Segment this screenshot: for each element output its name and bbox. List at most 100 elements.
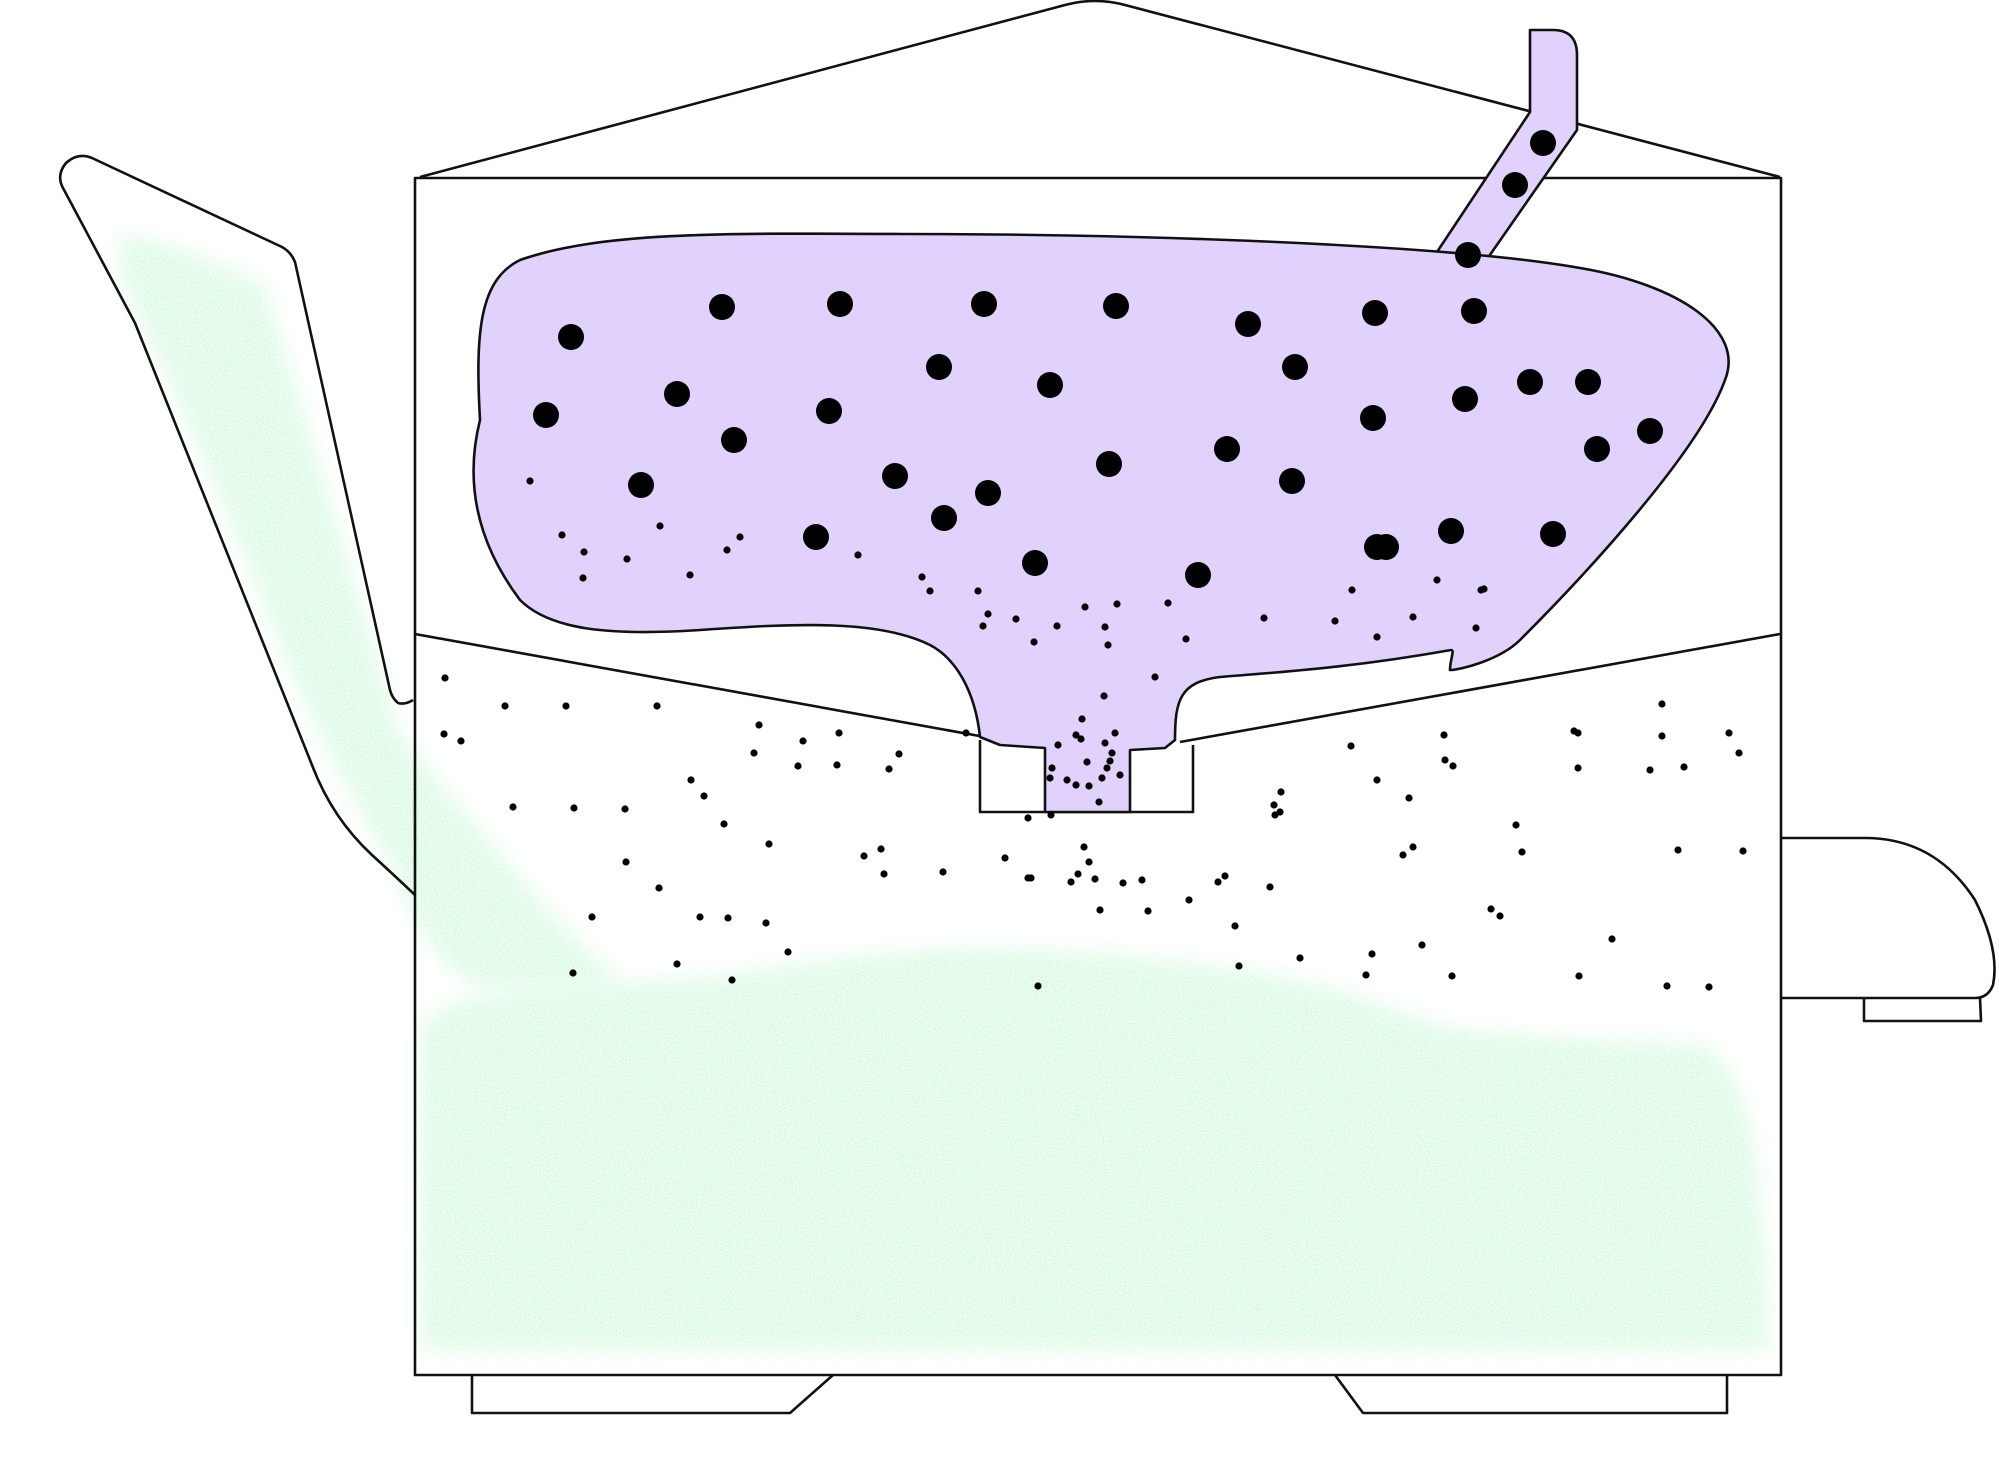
- fine-particle-8: [723, 546, 731, 554]
- tea-leaf-7: [1362, 300, 1388, 326]
- fine-particle-140: [1108, 749, 1116, 757]
- fine-particle-93: [1074, 870, 1082, 878]
- tea-leaf-33: [1022, 550, 1048, 576]
- handle-outline: [1781, 836, 1996, 1000]
- fine-particle-59: [1024, 814, 1032, 822]
- fine-particle-99: [1080, 843, 1088, 851]
- fine-particle-28: [1348, 586, 1356, 594]
- fine-tea-particles: [440, 477, 1747, 991]
- tea-leaf-4: [971, 291, 997, 317]
- fine-particle-68: [1658, 700, 1666, 708]
- fine-particle-88: [762, 919, 770, 927]
- fine-particle-74: [1725, 729, 1733, 737]
- tea-leaf-8: [1461, 298, 1487, 324]
- fine-particle-129: [1221, 872, 1229, 880]
- fine-particle-86: [696, 913, 704, 921]
- fine-particle-118: [1608, 935, 1616, 943]
- spout: [58, 154, 416, 896]
- fine-particle-114: [1512, 821, 1520, 829]
- fine-particle-42: [799, 737, 807, 745]
- fine-particle-52: [1101, 739, 1109, 747]
- fine-particle-36: [501, 702, 509, 710]
- base-feet: [470, 1374, 1729, 1415]
- fine-particle-98: [1067, 878, 1075, 886]
- tea-liquid-in-spout: [118, 235, 620, 990]
- fine-particle-51: [1077, 735, 1085, 743]
- fine-particle-87: [724, 914, 732, 922]
- fine-particle-128: [1362, 971, 1370, 979]
- tea-liquid-body: [420, 947, 1770, 1350]
- tea-leaf-24: [816, 398, 842, 424]
- fine-particle-75: [1276, 808, 1284, 816]
- tea-leaf-15: [1037, 372, 1063, 398]
- fine-particle-55: [1116, 771, 1124, 779]
- fine-particle-50: [1046, 774, 1054, 782]
- fine-particle-20: [1104, 641, 1112, 649]
- fine-particle-24: [1164, 599, 1172, 607]
- fine-particle-31: [1433, 576, 1441, 584]
- fine-particle-49: [962, 729, 970, 737]
- fine-particle-39: [457, 737, 465, 745]
- tea-leaf-28: [1214, 436, 1240, 462]
- fine-particle-44: [833, 761, 841, 769]
- fine-particle-144: [1100, 692, 1108, 700]
- fine-particle-10: [854, 551, 862, 559]
- fine-particle-85: [655, 884, 663, 892]
- fine-particle-110: [1441, 756, 1449, 764]
- infuser-basket: [472, 232, 1730, 814]
- fine-particle-131: [1034, 982, 1042, 990]
- tea-leaf-21: [1637, 418, 1663, 444]
- tea-leaf-16: [1282, 354, 1308, 380]
- fine-particle-23: [1151, 673, 1159, 681]
- fine-particle-104: [1144, 907, 1152, 915]
- fine-particle-138: [1098, 774, 1106, 782]
- fine-particle-69: [1658, 732, 1666, 740]
- fine-particle-116: [1487, 905, 1495, 913]
- funnel-wall-left: [414, 632, 986, 739]
- brewed-tea-liquid: [118, 235, 1770, 1350]
- handle-tab: [1862, 997, 1983, 1023]
- fine-particle-80: [700, 792, 708, 800]
- tea-leaf-6: [1235, 311, 1261, 337]
- tea-leaf-11: [1455, 242, 1481, 268]
- tea-leaf-14: [926, 354, 952, 380]
- tea-leaf-38: [1373, 534, 1399, 560]
- fine-particle-77: [509, 803, 517, 811]
- fine-particle-107: [1266, 883, 1274, 891]
- fine-particle-4: [579, 574, 587, 582]
- fine-particle-97: [1027, 874, 1035, 882]
- fine-particle-19: [1081, 603, 1089, 611]
- fine-particle-64: [1440, 731, 1448, 739]
- tea-leaf-5: [1103, 293, 1129, 319]
- tea-leaf-25: [882, 463, 908, 489]
- tea-leaf-10: [1502, 172, 1528, 198]
- tea-leaf-12: [533, 402, 559, 428]
- fine-particle-111: [1409, 843, 1417, 851]
- fine-particle-45: [750, 749, 758, 757]
- tea-leaf-32: [803, 524, 829, 550]
- tea-leaf-30: [628, 472, 654, 498]
- fine-particle-9: [736, 533, 744, 541]
- fine-particle-32: [1472, 624, 1480, 632]
- fine-particle-2: [558, 531, 566, 539]
- tea-leaf-37: [1540, 521, 1566, 547]
- fine-particle-79: [621, 805, 629, 813]
- tea-leaf-20: [1575, 369, 1601, 395]
- fine-particle-7: [686, 571, 694, 579]
- lid: [419, 0, 1781, 179]
- fine-particle-22: [1113, 600, 1121, 608]
- fine-particle-101: [1119, 879, 1127, 887]
- fine-particle-6: [656, 522, 664, 530]
- fine-particle-12: [926, 587, 934, 595]
- fine-particle-60: [1270, 801, 1278, 809]
- tea-leaf-9: [1530, 130, 1556, 156]
- fine-particle-105: [1214, 878, 1222, 886]
- fine-particle-92: [1001, 854, 1009, 862]
- fine-particle-115: [1518, 848, 1526, 856]
- fine-particle-11: [918, 573, 926, 581]
- fine-particle-141: [1048, 764, 1056, 772]
- fine-particle-121: [1575, 972, 1583, 980]
- fine-particle-5: [623, 555, 631, 563]
- fine-particle-40: [653, 702, 661, 710]
